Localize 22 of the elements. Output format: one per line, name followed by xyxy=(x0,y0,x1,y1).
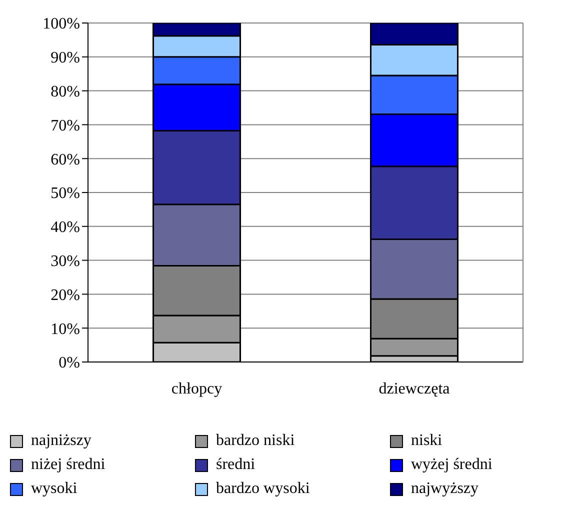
y-tick-label: 20% xyxy=(50,286,80,304)
x-tick-label: chłopcy xyxy=(171,380,222,398)
legend-label: bardzo niski xyxy=(216,432,295,450)
legend-label: najniższy xyxy=(31,432,92,450)
y-tick-label: 0% xyxy=(58,354,80,372)
y-tick-label: 50% xyxy=(50,185,80,202)
legend-label: wysoki xyxy=(31,480,78,498)
y-tick-label: 10% xyxy=(50,320,80,338)
legend-label: niski xyxy=(411,432,442,450)
x-tick-label: dziewczęta xyxy=(378,380,450,398)
legend-label: bardzo wysoki xyxy=(216,480,310,498)
y-tick-label: 80% xyxy=(50,83,80,100)
y-tick-label: 100% xyxy=(42,16,80,33)
y-tick-label: 70% xyxy=(50,117,80,134)
y-tick-label: 60% xyxy=(50,151,80,168)
legend-label: wyżej średni xyxy=(411,456,492,474)
legend-label: niżej średni xyxy=(31,456,106,474)
y-tick-label: 40% xyxy=(50,219,80,236)
y-tick-label: 30% xyxy=(50,252,80,270)
legend-label: najwyższy xyxy=(411,480,479,498)
y-tick-label: 90% xyxy=(50,50,80,67)
legend-label: średni xyxy=(216,456,256,474)
